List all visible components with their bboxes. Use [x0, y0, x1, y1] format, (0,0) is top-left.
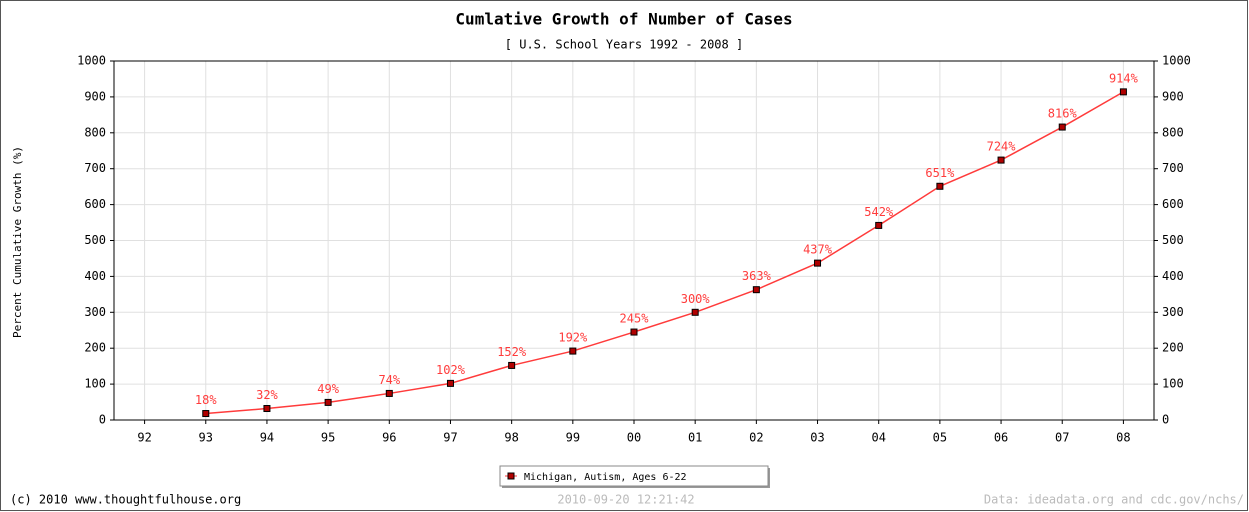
x-tick-label: 01 — [688, 431, 702, 445]
y-tick-label: 500 — [84, 233, 106, 247]
legend-box — [499, 465, 769, 487]
x-tick-label: 92 — [137, 431, 151, 445]
y-tick-label: 200 — [84, 341, 106, 355]
data-label: 363% — [742, 269, 772, 283]
data-label: 914% — [1109, 71, 1139, 85]
y-tick-label: 100 — [84, 377, 106, 391]
data-label: 49% — [317, 382, 339, 396]
y2-tick-label: 100 — [1162, 377, 1184, 391]
y2-tick-label: 600 — [1162, 197, 1184, 211]
data-point — [569, 347, 577, 355]
x-tick-label: 08 — [1116, 431, 1130, 445]
y-tick-label: 300 — [84, 305, 106, 319]
x-tick-label: 95 — [321, 431, 335, 445]
y-tick-label: 800 — [84, 125, 106, 139]
x-tick-label: 99 — [566, 431, 580, 445]
x-tick-label: 03 — [810, 431, 824, 445]
y-tick-label: 400 — [84, 269, 106, 283]
y2-tick-label: 1000 — [1162, 54, 1191, 68]
x-tick-label: 97 — [443, 431, 457, 445]
data-point — [691, 308, 699, 316]
y2-tick-label: 500 — [1162, 233, 1184, 247]
y-tick-label: 600 — [84, 197, 106, 211]
x-tick-label: 05 — [933, 431, 947, 445]
y-tick-label: 1000 — [77, 54, 106, 68]
x-tick-label: 00 — [627, 431, 641, 445]
data-point — [936, 182, 944, 190]
data-label: 437% — [803, 243, 833, 257]
data-label: 152% — [497, 345, 527, 359]
chart-subtitle: [ U.S. School Years 1992 - 2008 ] — [505, 38, 743, 52]
data-point — [997, 156, 1005, 164]
data-point — [752, 286, 760, 294]
x-tick-label: 02 — [749, 431, 763, 445]
data-label: 74% — [378, 373, 400, 387]
data-label: 651% — [925, 166, 955, 180]
x-tick-label: 04 — [871, 431, 885, 445]
footer-left: (c) 2010 www.thoughtfulhouse.org — [10, 493, 241, 507]
y-axis-label: Percent Cumulative Growth (%) — [11, 146, 24, 338]
y2-tick-label: 300 — [1162, 305, 1184, 319]
data-point — [446, 379, 454, 387]
series-line — [205, 91, 1124, 415]
data-label: 245% — [620, 312, 650, 326]
footer-right: Data: ideadata.org and cdc.gov/nchs/ — [984, 493, 1244, 507]
data-label: 300% — [681, 292, 711, 306]
data-point — [508, 361, 516, 369]
x-tick-label: 96 — [382, 431, 396, 445]
legend-label: Michigan, Autism, Ages 6-22 — [524, 472, 687, 483]
y2-tick-label: 800 — [1162, 125, 1184, 139]
data-point — [385, 389, 393, 397]
x-tick-label: 98 — [504, 431, 518, 445]
data-label: 816% — [1048, 107, 1078, 121]
data-label: 102% — [436, 363, 466, 377]
y2-tick-label: 700 — [1162, 161, 1184, 175]
y-tick-label: 700 — [84, 161, 106, 175]
legend-marker — [507, 472, 515, 480]
data-point — [630, 328, 638, 336]
y2-tick-label: 900 — [1162, 89, 1184, 103]
x-tick-label: 93 — [199, 431, 213, 445]
chart-title: Cumlative Growth of Number of Cases — [455, 10, 792, 29]
data-label: 724% — [987, 140, 1017, 154]
data-point — [1119, 88, 1127, 96]
data-label: 192% — [558, 331, 588, 345]
y2-tick-label: 400 — [1162, 269, 1184, 283]
y-tick-label: 0 — [99, 413, 106, 427]
data-point — [202, 410, 210, 418]
footer-center: 2010-09-20 12:21:42 — [557, 493, 694, 507]
y2-tick-label: 200 — [1162, 341, 1184, 355]
y2-tick-label: 0 — [1162, 413, 1169, 427]
data-label: 32% — [256, 388, 278, 402]
data-label: 542% — [864, 205, 894, 219]
data-point — [1058, 123, 1066, 131]
x-tick-label: 07 — [1055, 431, 1069, 445]
x-tick-label: 06 — [994, 431, 1008, 445]
y-tick-label: 900 — [84, 89, 106, 103]
data-point — [875, 221, 883, 229]
data-point — [814, 259, 822, 267]
data-label: 18% — [195, 393, 217, 407]
data-point — [263, 405, 271, 413]
x-tick-label: 94 — [260, 431, 274, 445]
data-point — [324, 398, 332, 406]
